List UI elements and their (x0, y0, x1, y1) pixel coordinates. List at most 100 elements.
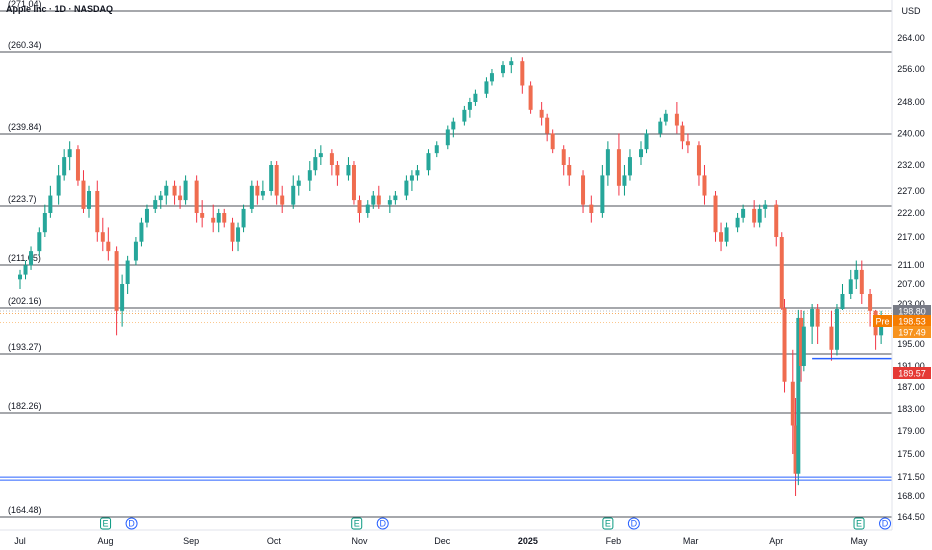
time-axis-label: May (851, 536, 869, 546)
candle-body (318, 153, 323, 158)
candle-body (75, 149, 80, 181)
price-tag-prefix: Pre (875, 317, 889, 327)
candle-body (484, 81, 489, 94)
price-axis-tick: 207.00 (897, 279, 925, 289)
level-label: (211.05) (8, 253, 41, 263)
candle-body (351, 165, 356, 201)
candle-body (211, 217, 216, 223)
candle-body (249, 185, 254, 209)
candle-body (114, 251, 119, 311)
candle-body (280, 195, 285, 205)
price-axis-tick: 240.00 (897, 128, 925, 138)
price-tag-value: 197.49 (898, 328, 926, 338)
candle-body (719, 232, 724, 242)
price-axis-tick: 171.50 (897, 472, 925, 482)
candle-body (194, 180, 199, 213)
candle-body (387, 200, 392, 205)
price-tag-value: 198.80 (898, 307, 926, 317)
price-axis-tick: 248.00 (897, 97, 925, 107)
candle-body (426, 153, 431, 171)
candle-body (376, 195, 381, 205)
price-tag-value: 189.57 (898, 369, 926, 379)
time-axis-label: Dec (434, 536, 451, 546)
candle-body (48, 195, 53, 213)
candle-body (241, 208, 246, 228)
dividend-marker (376, 517, 389, 530)
earnings-marker (602, 517, 614, 530)
candle-body (335, 165, 340, 176)
price-tag-prefix-box (873, 315, 892, 327)
candle-body (622, 175, 627, 186)
price-tag-box (893, 367, 931, 379)
price-axis-tick: 183.00 (897, 404, 925, 414)
candle-body (757, 208, 762, 223)
candle-body (100, 232, 105, 242)
candle-body (451, 121, 456, 130)
dividend-letter: D (128, 519, 135, 529)
level-label: (239.84) (8, 122, 42, 132)
time-axis-label: Apr (769, 536, 783, 546)
candle-body (702, 175, 707, 196)
candle-body (462, 109, 467, 122)
level-label: (193.27) (8, 342, 42, 352)
candlesticks (18, 57, 884, 496)
candle-body (183, 180, 188, 201)
price-axis-tick: 232.00 (897, 160, 925, 170)
price-axis-tick: 264.00 (897, 33, 925, 43)
dividend-marker (125, 517, 138, 530)
candle-body (528, 85, 533, 110)
candle-body (139, 222, 144, 242)
price-axis-tick: 195.00 (897, 339, 925, 349)
candle-body (371, 195, 376, 205)
candle-body (801, 326, 806, 366)
candle-body (815, 309, 820, 327)
candle-body (741, 208, 746, 218)
candle-body (434, 145, 439, 154)
price-axis-tick: 217.00 (897, 232, 925, 242)
candle-body (550, 133, 555, 150)
candle-body (658, 121, 663, 134)
candle-body (473, 93, 478, 102)
candle-body (445, 129, 450, 146)
price-axis-tick: 164.50 (897, 512, 925, 522)
time-axis-label: Aug (98, 536, 114, 546)
time-axis-label: Mar (683, 536, 699, 546)
candle-body (230, 222, 235, 242)
candle-body (346, 165, 351, 176)
level-label: (182.26) (8, 401, 42, 411)
candle-body (120, 284, 125, 311)
candle-body (56, 175, 61, 196)
candle-body (62, 157, 67, 176)
earnings-letter: E (354, 519, 360, 529)
candle-body (859, 269, 864, 294)
dividend-marker (879, 517, 892, 530)
time-axis-label: Jul (14, 536, 26, 546)
time-axis[interactable]: JulAugSepOctNovDec2025FebMarAprMayJun (14, 536, 932, 546)
price-axis[interactable]: 264.00 256.00 248.00 240.00 232.00 227.00 222.… (897, 33, 925, 522)
candle-body (752, 208, 757, 223)
candle-body (296, 180, 301, 186)
candle-body (153, 200, 158, 209)
earnings-marker (351, 517, 363, 530)
candle-body (685, 141, 690, 146)
candle-body (782, 308, 787, 382)
candle-body (561, 149, 566, 165)
candle-body (810, 309, 815, 327)
price-tag-box (893, 326, 931, 338)
price-tag-box (893, 315, 931, 327)
dividend-letter: D (882, 519, 889, 529)
candle-body (735, 217, 740, 228)
candle-body (509, 61, 514, 66)
candle-body (172, 185, 177, 196)
candle-body (291, 185, 296, 205)
candle-body (178, 195, 183, 201)
candle-body (274, 165, 279, 196)
candle-body (200, 213, 205, 218)
candle-body (133, 241, 138, 261)
candle-body (680, 125, 685, 142)
level-label: (223.7) (8, 194, 37, 204)
candle-body (848, 279, 853, 294)
